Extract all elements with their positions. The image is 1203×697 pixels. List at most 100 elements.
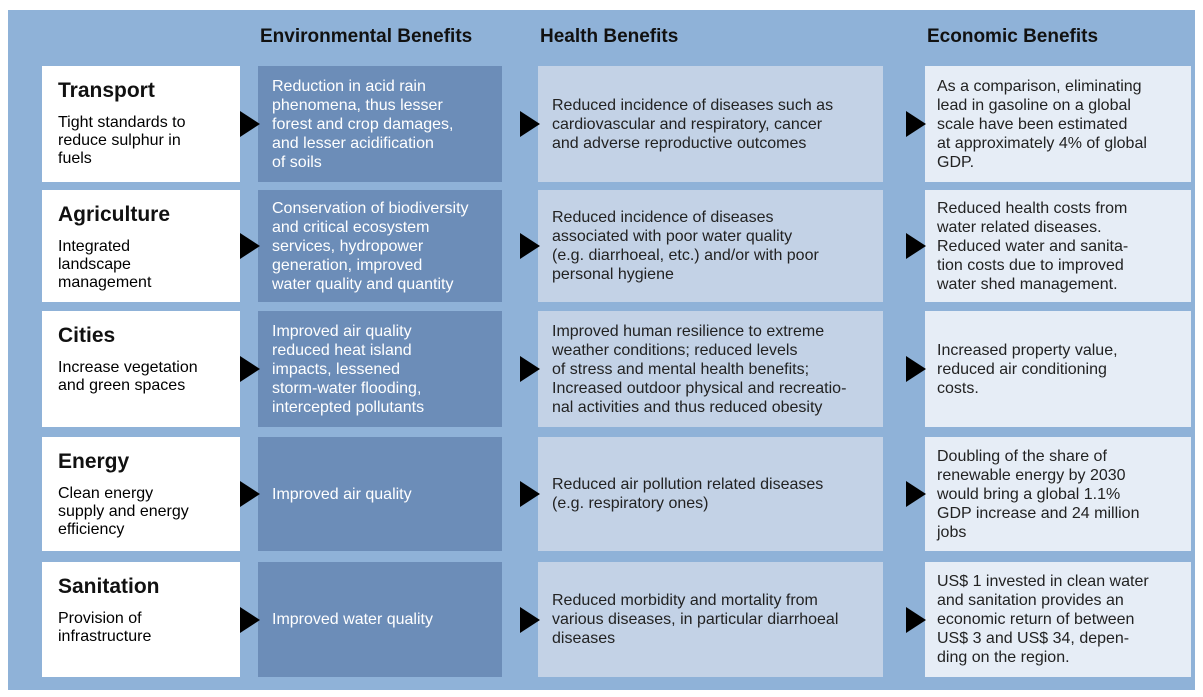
health-line: personal hygiene	[552, 266, 674, 283]
column-header: Health Benefits	[540, 26, 678, 48]
environmental-line: Improved air quality	[272, 485, 412, 503]
environmental-line: reduced heat island	[272, 341, 412, 359]
health-box: Reduced incidence of diseases such as car…	[538, 66, 883, 182]
economic-line: costs.	[937, 379, 979, 397]
health-line: Improved human resilience to extreme	[552, 322, 825, 340]
health-line: Increased outdoor physical and recreatio…	[552, 379, 847, 397]
economic-line: water related diseases.	[937, 218, 1102, 236]
economic-line: tion costs due to improved	[937, 256, 1124, 274]
row-subtitle-line: management	[58, 274, 152, 291]
economic-line: Doubling of the share of	[937, 447, 1107, 465]
environmental-line: impacts, lessened	[272, 360, 401, 378]
environmental-line: of soils	[272, 153, 322, 171]
health-line: Reduced incidence of diseases	[552, 209, 774, 226]
health-line: diseases	[552, 630, 616, 647]
arrow	[906, 356, 926, 382]
header-text: Environmental Benefits	[260, 26, 473, 47]
environmental-box: Reduction in acid rain phenomena, thus le…	[258, 66, 502, 182]
health-line: nal activities and thus reduced obesity	[552, 398, 823, 416]
arrow	[240, 606, 260, 633]
arrow	[906, 606, 926, 633]
arrow	[240, 111, 260, 137]
economic-box: As a comparison, eliminating lead in gaso…	[925, 66, 1191, 182]
row-subtitle-line: reduce sulphur in	[58, 132, 181, 149]
health-box: Improved human resilience to extreme weat…	[538, 311, 883, 427]
header-text: Economic Benefits	[927, 26, 1099, 47]
health-line: Reduced incidence of diseases such as	[552, 96, 834, 114]
health-line: various diseases, in particular diarrhoe…	[552, 611, 839, 628]
arrow	[520, 233, 540, 259]
environmental-line: intercepted pollutants	[272, 398, 425, 416]
environmental-line: phenomena, thus lesser	[272, 96, 443, 114]
arrow	[520, 356, 540, 382]
economic-line: reduced air conditioning	[937, 360, 1107, 378]
economic-line: GDP.	[937, 153, 975, 171]
row-subtitle-line: supply and energy	[58, 503, 189, 520]
health-line: weather conditions; reduced levels	[552, 341, 798, 359]
economic-box: US$ 1 invested in clean water and sanitat…	[925, 562, 1191, 677]
health-box: Reduced morbidity and mortality from vari…	[538, 562, 883, 677]
economic-line: As a comparison, eliminating	[937, 77, 1142, 95]
health-box: Reduced air pollution related diseases (e…	[538, 437, 883, 551]
economic-line: Increased property value,	[937, 341, 1118, 359]
row-label: Energy Clean energy supply and energy effic…	[42, 437, 240, 551]
economic-line: US$ 3 and US$ 34, depen-	[937, 630, 1130, 647]
environmental-line: Improved water quality	[272, 611, 433, 628]
environmental-line: services, hydropower	[272, 237, 424, 255]
economic-box: Doubling of the share of renewable energy…	[925, 437, 1191, 551]
economic-line: would bring a global 1.1%	[937, 485, 1121, 503]
economic-line: GDP increase and 24 million	[937, 504, 1140, 522]
environmental-box: Conservation of biodiversity and critical…	[258, 190, 502, 302]
economic-box: Increased property value, reduced air con…	[925, 311, 1191, 427]
arrow	[240, 356, 260, 382]
arrow	[520, 111, 540, 137]
economic-line: ding on the region.	[937, 649, 1070, 666]
health-box: Reduced incidence of diseases associated …	[538, 190, 883, 302]
environmental-box: Improved water quality	[258, 562, 502, 677]
row-title: Cities	[58, 324, 116, 347]
health-line: (e.g. respiratory ones)	[552, 495, 709, 512]
row-label: Agriculture Integrated landscape management	[42, 190, 240, 302]
row-subtitle-line: Integrated	[58, 238, 131, 255]
economic-line: US$ 1 invested in clean water	[937, 573, 1149, 590]
environmental-line: Reduction in acid rain	[272, 77, 426, 95]
row-subtitle-line: efficiency	[58, 521, 125, 538]
row-label: Transport Tight standards to reduce sulphu…	[42, 66, 240, 182]
economic-line: Reduced water and sanita-	[937, 237, 1129, 255]
arrow	[520, 606, 540, 633]
arrow	[520, 481, 540, 507]
row-label: Cities Increase vegetation and green space…	[42, 311, 240, 427]
health-line: (e.g. diarrhoeal, etc.) and/or with poor	[552, 247, 819, 264]
health-line: Reduced air pollution related diseases	[552, 476, 824, 493]
row-subtitle-line: Clean energy	[58, 485, 154, 502]
environmental-box: Improved air quality reduced heat island i…	[258, 311, 502, 427]
arrow	[906, 233, 926, 259]
economic-line: lead in gasoline on a global	[937, 96, 1131, 114]
row-subtitle-line: Tight standards to	[58, 114, 186, 131]
environmental-line: and lesser acidification	[272, 134, 434, 152]
economic-line: renewable energy by 2030	[937, 466, 1126, 484]
row-subtitle-line: fuels	[58, 150, 92, 167]
row-title: Agriculture	[58, 203, 171, 226]
economic-line: at approximately 4% of global	[937, 134, 1147, 152]
health-line: and adverse reproductive outcomes	[552, 134, 807, 152]
health-line: Reduced morbidity and mortality from	[552, 592, 818, 609]
column-header: Economic Benefits	[927, 26, 1098, 48]
row-label: Sanitation Provision of infrastructure	[42, 562, 240, 677]
environmental-line: storm-water flooding,	[272, 379, 422, 397]
row-title: Transport	[58, 79, 155, 102]
economic-box: Reduced health costs from water related d…	[925, 190, 1191, 302]
economic-line: scale have been estimated	[937, 115, 1128, 133]
health-line: cardiovascular and respiratory, cancer	[552, 115, 823, 133]
health-line: of stress and mental health benefits;	[552, 360, 810, 378]
environmental-box: Improved air quality	[258, 437, 502, 551]
economic-line: water shed management.	[937, 275, 1118, 293]
economic-line: economic return of between	[937, 611, 1135, 628]
environmental-line: Conservation of biodiversity	[272, 199, 469, 217]
row-subtitle-line: Provision of	[58, 610, 142, 627]
row-title: Energy	[58, 450, 130, 473]
arrow	[240, 481, 260, 507]
header-text: Health Benefits	[540, 26, 679, 47]
row-subtitle-line: and green spaces	[58, 377, 186, 394]
environmental-line: Improved air quality	[272, 322, 412, 340]
